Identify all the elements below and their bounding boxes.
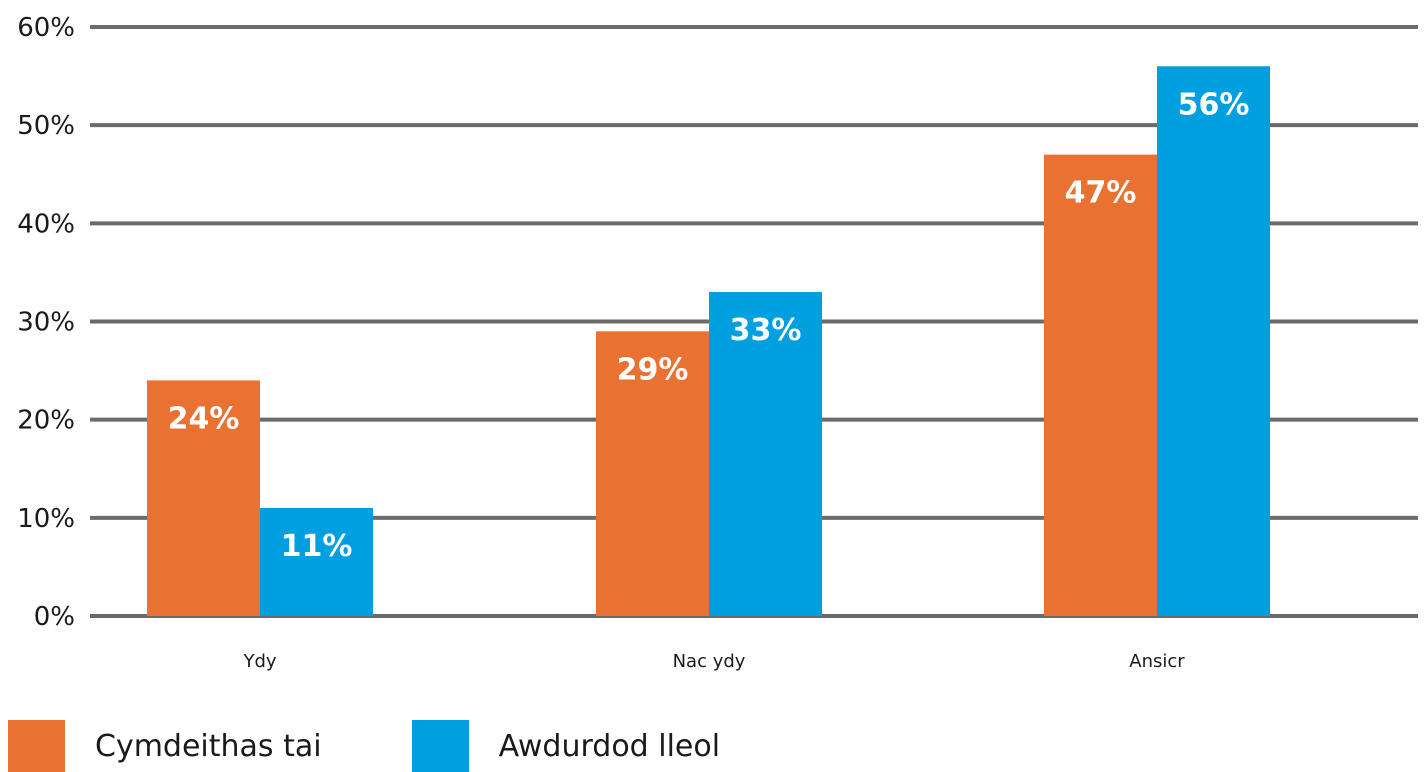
y-axis-tick-labels: 0% 10% 20% 30% 40% 50% 60% [17,13,75,632]
legend-label: Cymdeithas tai [95,728,322,764]
bar-chart: 0%10%20%30%40%50%60% 24%11%29%33%47%56% … [17,13,1418,672]
data-label: 29% [617,352,689,387]
bar-2-1 [1157,66,1270,617]
bar-1-1 [709,292,822,616]
x-category-label: Ansicr [1129,651,1185,672]
bars [147,66,1270,617]
bar-2-0 [1044,154,1157,616]
data-label: 11% [281,529,353,564]
y-tick-label: 0% [34,602,75,632]
legend-item-awdurdod-lleol: Awdurdod lleol [411,720,721,772]
legend-swatch [411,720,469,772]
data-label: 47% [1065,176,1137,211]
y-tick-label: 20% [17,406,75,436]
bar-0-1 [260,508,373,616]
y-tick-label: 40% [17,209,75,239]
y-tick-label: 60% [17,13,75,43]
legend-swatch [8,720,65,772]
x-category-label: Ydy [242,651,276,672]
data-label: 24% [168,401,240,436]
bar-0-0 [147,380,260,616]
x-category-label: Nac ydy [673,651,746,672]
y-tick-label: 50% [17,111,75,141]
legend: Cymdeithas tai Awdurdod lleol [0,720,810,772]
legend-item-cymdeithas-tai: Cymdeithas tai [0,720,322,772]
data-labels: 24% 11% 29% 33% 47% 56% [168,87,1250,564]
y-tick-label: 10% [17,504,75,534]
bar-1-0 [596,331,709,616]
x-axis-category-labels: Ydy Nac ydy Ansicr [242,651,1185,672]
y-tick-label: 30% [17,308,75,338]
data-label: 56% [1178,87,1250,122]
data-label: 33% [730,313,802,348]
legend-label: Awdurdod lleol [498,728,721,764]
